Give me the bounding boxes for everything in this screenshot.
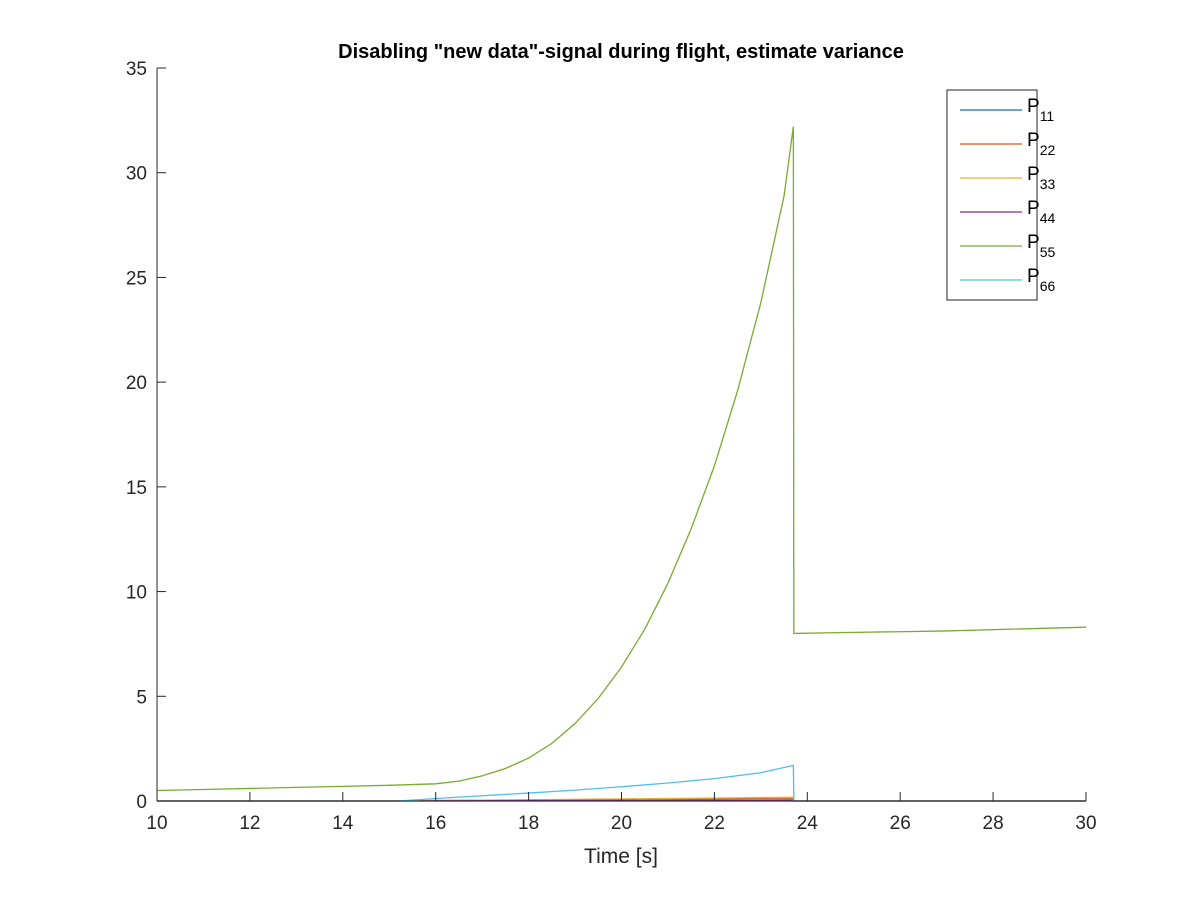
y-tick-label: 30 [126, 164, 147, 185]
y-tick-label: 5 [136, 687, 147, 708]
x-tick-label: 22 [704, 813, 725, 834]
x-tick-label: 18 [518, 813, 539, 834]
x-tick-label: 30 [1075, 813, 1096, 834]
y-tick-label: 15 [126, 478, 147, 499]
x-tick-label: 20 [611, 813, 632, 834]
legend-box [946, 89, 1038, 301]
legend-entry: P44 [1027, 198, 1055, 226]
x-tick-label: 28 [983, 813, 1004, 834]
y-tick-label: 0 [136, 792, 147, 813]
legend-entry: P55 [1027, 232, 1055, 260]
x-tick-label: 14 [332, 813, 354, 834]
axes: 10 12 14 16 18 20 22 24 26 28 30 0 5 10 15 20 25 30 35 [126, 59, 1097, 834]
y-tick-label: 35 [126, 59, 147, 80]
legend-entry: P11 [1027, 96, 1054, 124]
x-tick-label: 26 [890, 813, 911, 834]
y-tick-label: 20 [126, 373, 147, 394]
x-tick-label: 12 [239, 813, 260, 834]
legend-entry: P33 [1027, 164, 1055, 192]
x-tick-label: 10 [146, 813, 167, 834]
chart-title: Disabling "new data"-signal during fligh… [338, 41, 904, 63]
series-line-p55 [156, 126, 1087, 792]
legend-entry: P22 [1027, 130, 1055, 158]
x-tick-label: 16 [425, 813, 446, 834]
x-tick-label: 24 [797, 813, 819, 834]
x-axis-label: Time [s] [584, 845, 658, 868]
legend: P11 P22 P33 P44 P55 P66 [946, 89, 1055, 301]
legend-entry: P66 [1027, 266, 1055, 294]
y-tick-label: 10 [126, 583, 147, 604]
y-tick-label: 25 [126, 268, 147, 289]
